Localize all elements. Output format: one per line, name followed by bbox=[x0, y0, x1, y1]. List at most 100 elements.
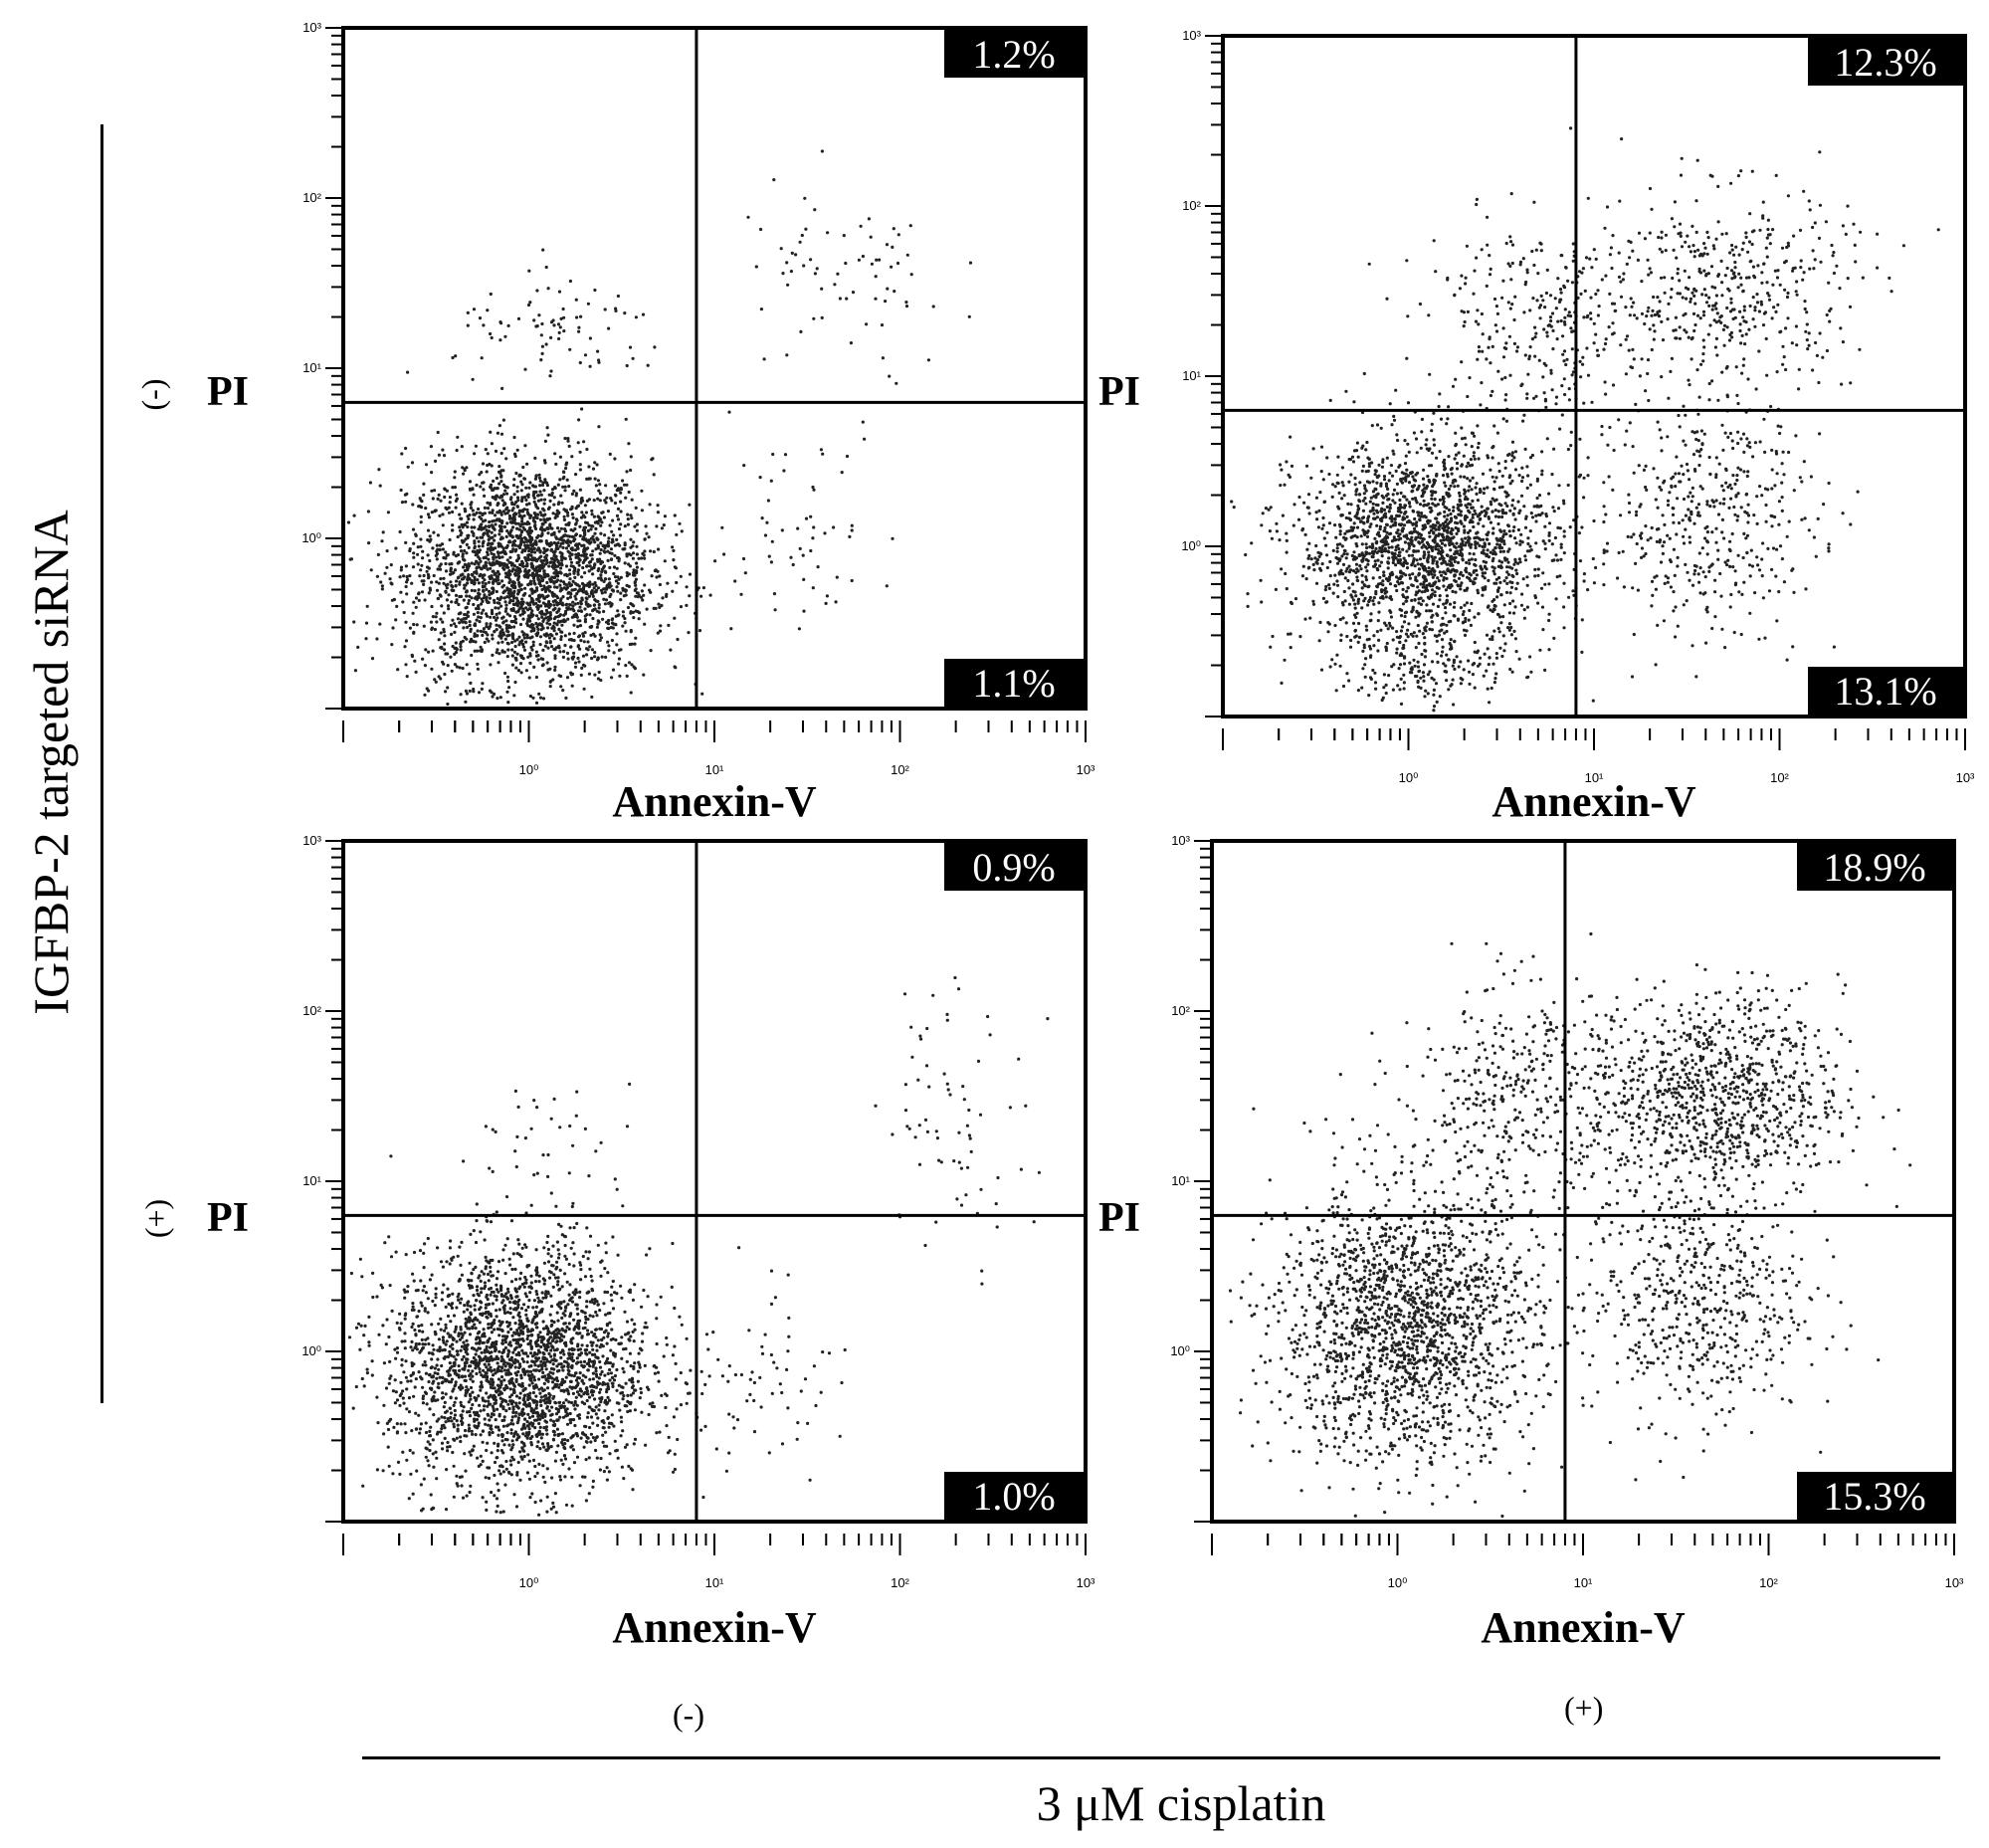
data-point-early-apoptotic bbox=[835, 575, 839, 579]
data-point-live bbox=[1386, 549, 1390, 553]
data-point-early-apoptotic bbox=[791, 562, 795, 567]
data-point-live bbox=[570, 673, 574, 677]
data-point-live bbox=[465, 565, 469, 569]
data-point-live bbox=[535, 632, 539, 636]
data-point-live bbox=[501, 583, 506, 587]
data-point-live bbox=[595, 536, 599, 540]
data-point-live bbox=[1534, 541, 1538, 545]
data-point-live bbox=[1449, 570, 1453, 574]
data-point-live bbox=[1373, 487, 1377, 491]
data-point-live bbox=[1438, 598, 1442, 602]
data-point-live bbox=[1497, 469, 1501, 474]
data-point-live bbox=[643, 556, 647, 560]
data-point-live bbox=[616, 609, 620, 613]
data-point-live bbox=[475, 536, 479, 540]
data-point-live bbox=[1582, 476, 1586, 480]
data-point-live bbox=[1413, 529, 1418, 533]
data-point-live bbox=[480, 687, 484, 692]
data-point-live bbox=[410, 653, 414, 657]
data-point-live bbox=[573, 575, 577, 580]
data-point-live bbox=[525, 564, 529, 568]
data-point-live bbox=[369, 568, 373, 572]
data-point-live bbox=[1285, 550, 1289, 554]
data-point-live bbox=[606, 640, 610, 644]
data-point-live bbox=[628, 564, 632, 568]
column-bracket-line bbox=[362, 1756, 1940, 1759]
data-point-live bbox=[1382, 496, 1386, 500]
data-point-live bbox=[1314, 496, 1318, 500]
data-point-live bbox=[406, 465, 410, 469]
data-point-live bbox=[1417, 567, 1422, 571]
data-point-late-apoptotic bbox=[926, 358, 931, 362]
data-point-live bbox=[1474, 540, 1478, 544]
data-point-necrotic bbox=[541, 248, 545, 252]
data-point-live bbox=[548, 611, 552, 615]
data-point-live bbox=[1440, 561, 1444, 565]
data-point-live bbox=[1504, 491, 1508, 495]
data-point-live bbox=[488, 524, 492, 528]
data-point-live bbox=[481, 599, 485, 604]
data-point-live bbox=[1507, 628, 1511, 632]
data-point-live bbox=[517, 568, 521, 573]
data-point-live bbox=[1362, 520, 1366, 524]
data-point-live bbox=[1325, 530, 1329, 534]
data-point-live bbox=[1468, 536, 1472, 540]
data-point-live bbox=[1422, 555, 1426, 560]
data-point-live bbox=[1463, 488, 1467, 492]
data-point-live bbox=[473, 649, 477, 653]
data-point-live bbox=[462, 617, 466, 621]
data-point-live bbox=[1528, 655, 1532, 659]
data-point-live bbox=[1318, 491, 1322, 495]
data-point-live bbox=[391, 626, 395, 630]
data-point-live bbox=[611, 626, 615, 630]
data-point-live bbox=[540, 561, 544, 566]
data-point-live bbox=[699, 594, 703, 598]
data-point-live bbox=[1483, 541, 1487, 545]
data-point-live bbox=[663, 514, 667, 518]
data-point-live bbox=[570, 513, 574, 516]
data-point-live bbox=[526, 493, 530, 497]
data-point-live bbox=[1388, 506, 1392, 510]
data-point-live bbox=[453, 568, 458, 572]
data-point-live bbox=[516, 499, 520, 503]
data-point-live bbox=[580, 581, 585, 586]
data-point-live bbox=[1421, 477, 1426, 481]
data-point-live bbox=[554, 579, 558, 584]
data-point-live bbox=[597, 489, 601, 493]
data-point-live bbox=[500, 386, 504, 390]
data-point-live bbox=[1411, 475, 1415, 479]
data-point-live bbox=[633, 573, 637, 577]
data-point-live bbox=[1420, 512, 1424, 515]
data-point-live bbox=[585, 564, 589, 568]
data-point-live bbox=[1514, 587, 1518, 591]
data-point-live bbox=[1453, 544, 1457, 548]
data-point-live bbox=[485, 637, 489, 641]
data-point-live bbox=[503, 637, 507, 641]
data-point-live bbox=[1378, 517, 1383, 521]
data-point-live bbox=[1405, 514, 1409, 518]
data-point-live bbox=[453, 476, 457, 480]
data-points bbox=[1230, 71, 1940, 713]
data-point-live bbox=[445, 489, 449, 493]
data-point-early-apoptotic bbox=[801, 553, 805, 557]
data-point-live bbox=[1300, 574, 1304, 578]
data-point-live bbox=[581, 654, 586, 658]
data-point-live bbox=[1473, 615, 1477, 619]
data-point-live bbox=[600, 560, 605, 564]
data-point-live bbox=[567, 522, 571, 526]
data-point-live bbox=[575, 560, 579, 565]
data-point-early-apoptotic bbox=[769, 479, 773, 483]
data-point-live bbox=[1346, 578, 1350, 583]
data-point-live bbox=[593, 598, 597, 602]
data-point-live bbox=[509, 583, 513, 588]
data-point-live bbox=[1343, 537, 1347, 541]
data-point-live bbox=[1445, 517, 1449, 521]
data-point-live bbox=[1487, 516, 1492, 520]
data-point-live bbox=[501, 418, 505, 422]
data-point-live bbox=[437, 638, 441, 642]
data-point-live bbox=[414, 670, 418, 675]
data-point-live bbox=[553, 452, 557, 456]
data-point-live bbox=[512, 478, 516, 482]
data-point-live bbox=[1539, 586, 1544, 590]
data-point-live bbox=[467, 533, 471, 537]
